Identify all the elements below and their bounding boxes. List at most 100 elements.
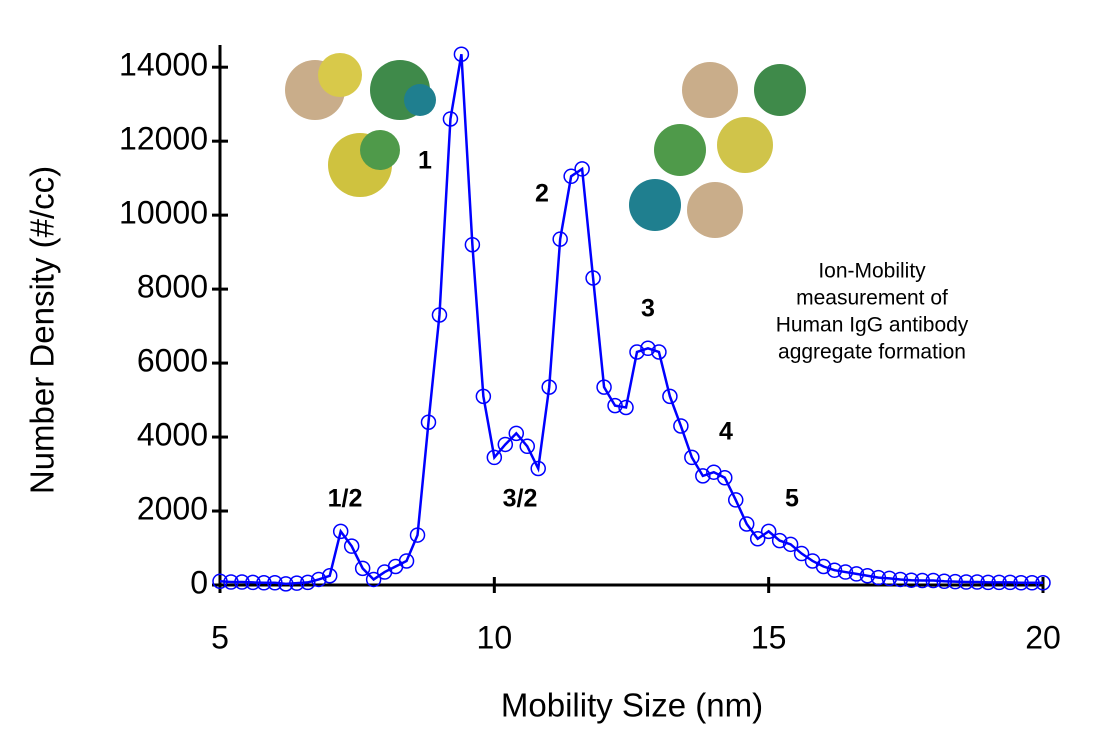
- data-point: [607, 397, 623, 414]
- data-point: [760, 523, 777, 540]
- data-point: [738, 516, 755, 532]
- antibody-illustration: [285, 53, 806, 238]
- data-point: [365, 571, 382, 588]
- data-point: [300, 574, 316, 591]
- y-tick-label: 10000: [119, 195, 208, 231]
- data-point: [991, 574, 1007, 591]
- data-point: [409, 527, 426, 543]
- data-point: [453, 46, 470, 62]
- data-point: [662, 388, 678, 405]
- data-point: [826, 562, 843, 578]
- data-point: [311, 571, 327, 588]
- data-point: [684, 449, 700, 466]
- data-point: [289, 575, 305, 591]
- data-point: [332, 523, 349, 540]
- data-point: [354, 560, 371, 577]
- data-point: [245, 574, 261, 591]
- data-point: [574, 161, 590, 177]
- x-tick-label: 20: [1025, 619, 1061, 655]
- data-point: [486, 449, 503, 466]
- data-point: [256, 575, 272, 591]
- note-line: measurement of: [796, 287, 948, 310]
- peak-annotation: 3: [641, 295, 655, 323]
- peak-annotation: 5: [785, 485, 799, 513]
- x-axis-label: Mobility Size (nm): [501, 687, 763, 724]
- data-point: [837, 564, 854, 580]
- data-point: [629, 344, 645, 360]
- data-point: [585, 270, 601, 286]
- data-point: [782, 536, 799, 553]
- data-point: [936, 573, 952, 590]
- data-point: [925, 572, 942, 589]
- y-tick-label: 4000: [137, 417, 208, 453]
- note-line: aggregate formation: [778, 341, 966, 364]
- data-point: [892, 571, 909, 588]
- data-point: [1002, 574, 1018, 591]
- data-point: [321, 568, 338, 584]
- data-point: [727, 492, 744, 508]
- data-point: [223, 574, 239, 590]
- y-tick-label: 12000: [119, 121, 208, 157]
- data-point: [695, 468, 711, 484]
- data-point: [771, 532, 788, 549]
- data-point: [815, 558, 832, 575]
- data-point: [793, 545, 810, 562]
- x-tick-label: 5: [211, 619, 229, 655]
- data-point: [1024, 575, 1040, 591]
- data-point: [552, 231, 568, 247]
- data-point: [278, 576, 294, 592]
- data-point: [651, 344, 667, 360]
- data-point: [870, 569, 887, 586]
- peak-annotation: 4: [719, 418, 733, 446]
- data-point: [398, 553, 415, 569]
- data-point: [980, 574, 996, 591]
- x-tick-label: 15: [751, 619, 787, 655]
- peak-annotation: 1/2: [328, 485, 363, 513]
- x-tick-label: 10: [477, 619, 513, 655]
- data-point: [431, 307, 448, 323]
- data-point: [1013, 575, 1029, 591]
- data-point: [267, 575, 283, 591]
- data-point: [1035, 575, 1051, 591]
- note-line: Human IgG antibody: [776, 314, 969, 337]
- y-tick-label: 6000: [137, 343, 208, 379]
- data-point: [475, 388, 492, 405]
- data-point: [947, 573, 963, 590]
- data-point: [442, 111, 459, 127]
- data-point: [859, 568, 876, 584]
- data-point: [881, 570, 898, 587]
- peak-annotation: 1: [418, 147, 432, 175]
- data-point: [508, 425, 525, 442]
- peak-annotation: 3/2: [503, 485, 538, 513]
- data-point: [497, 436, 514, 453]
- y-tick-label: 2000: [137, 490, 208, 526]
- data-point: [212, 573, 228, 590]
- y-tick-label: 8000: [137, 269, 208, 305]
- data-point: [903, 572, 920, 588]
- data-point: [420, 414, 437, 431]
- data-point: [618, 399, 634, 416]
- data-point: [530, 460, 546, 477]
- data-point: [464, 236, 481, 253]
- data-line: [219, 54, 1043, 586]
- peak-annotation: 2: [535, 180, 549, 208]
- data-point: [596, 379, 612, 395]
- data-point: [914, 572, 931, 589]
- data-point: [519, 438, 536, 455]
- data-point: [673, 418, 689, 434]
- data-point: [234, 574, 250, 590]
- data-point: [749, 531, 766, 547]
- data-point: [848, 566, 865, 582]
- y-tick-label: 0: [190, 564, 208, 600]
- data-point: [969, 574, 985, 590]
- y-axis-label: Number Density (#/cc): [24, 166, 61, 494]
- data-point: [541, 379, 557, 395]
- data-point: [343, 538, 360, 554]
- data-point: [640, 340, 656, 357]
- note-line: Ion-Mobility: [818, 260, 926, 283]
- data-point: [717, 469, 733, 486]
- y-tick-label: 14000: [119, 47, 208, 83]
- data-point: [958, 574, 974, 590]
- data-point: [563, 168, 579, 185]
